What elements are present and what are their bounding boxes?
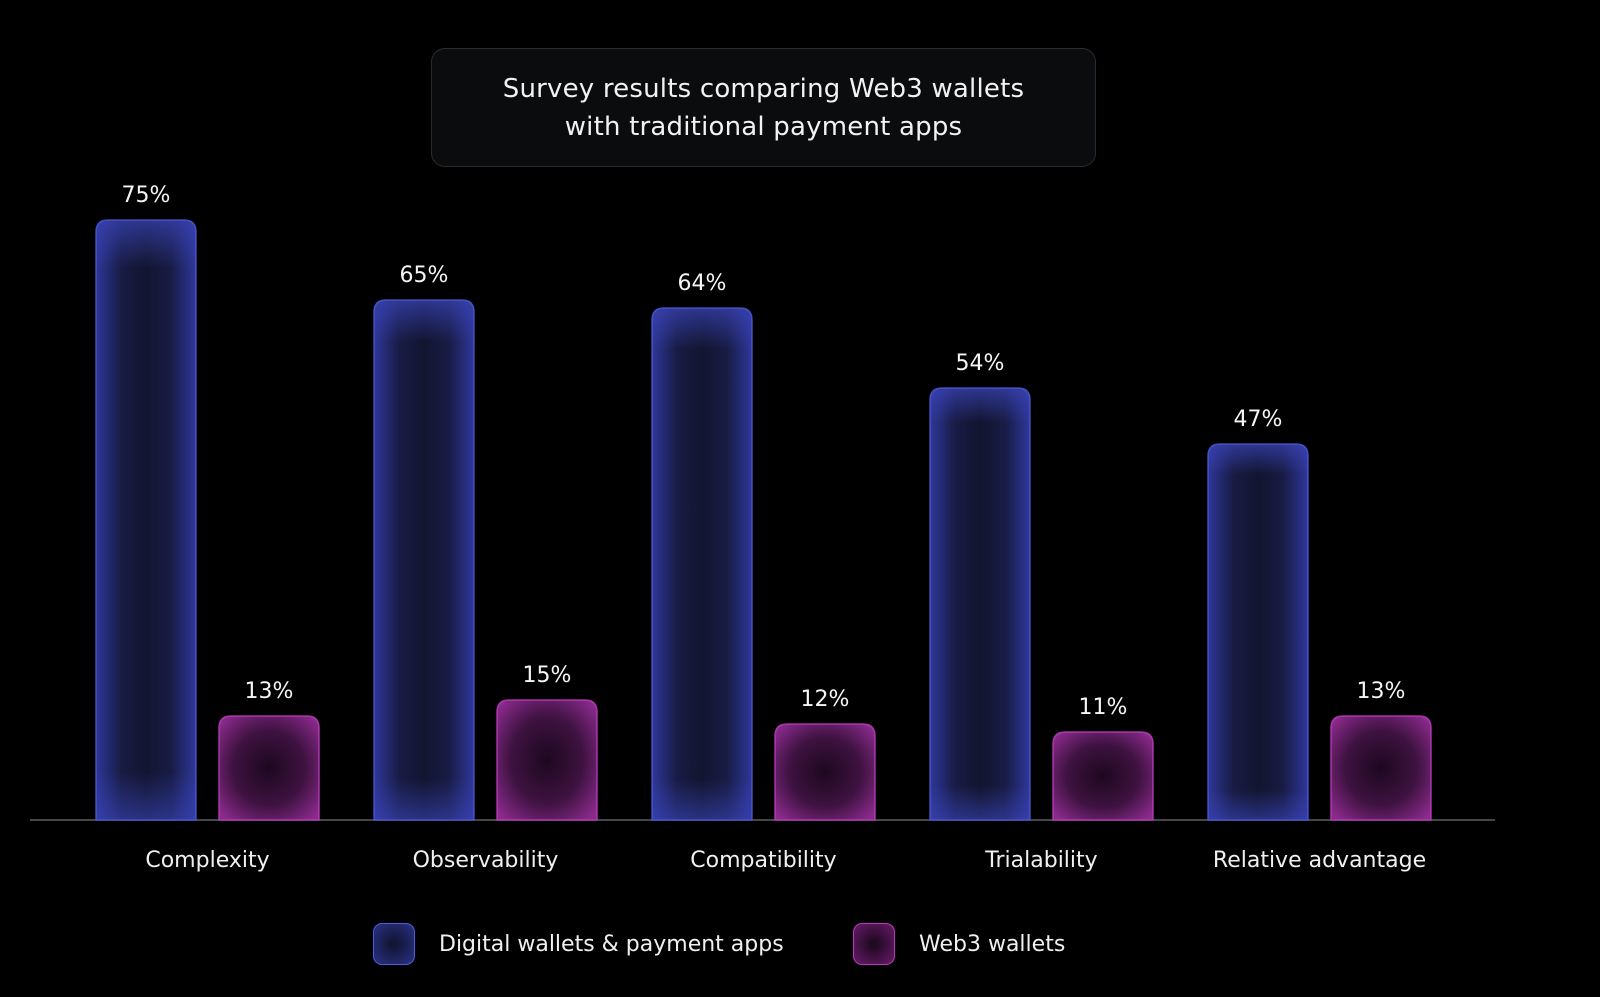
bar-web3-wallets-complexity — [218, 715, 320, 821]
chart-title-line-1: Survey results comparing Web3 wallets — [502, 73, 1025, 104]
value-label-digital-wallets-trialability: 54% — [956, 351, 1005, 376]
bar-web3-wallets-observability — [496, 699, 598, 821]
category-label-complexity: Complexity — [145, 848, 269, 873]
category-label-observability: Observability — [413, 848, 559, 873]
value-label-digital-wallets-compatibility: 64% — [678, 271, 727, 296]
bar-web3-wallets-compatibility — [774, 723, 876, 821]
category-label-relative-advantage: Relative advantage — [1213, 848, 1426, 873]
value-label-web3-wallets-compatibility: 12% — [801, 687, 850, 712]
value-label-web3-wallets-observability: 15% — [523, 663, 572, 688]
bar-digital-wallets-trialability — [929, 387, 1031, 821]
chart-title-line-2: with traditional payment apps — [564, 111, 963, 142]
value-label-digital-wallets-complexity: 75% — [122, 183, 171, 208]
category-label-compatibility: Compatibility — [690, 848, 836, 873]
bar-digital-wallets-relative-advantage — [1207, 443, 1309, 821]
bar-web3-wallets-trialability — [1052, 731, 1154, 821]
value-label-digital-wallets-observability: 65% — [400, 263, 449, 288]
bar-digital-wallets-compatibility — [651, 307, 753, 821]
value-label-web3-wallets-relative-advantage: 13% — [1357, 679, 1406, 704]
value-label-web3-wallets-trialability: 11% — [1079, 695, 1128, 720]
legend-item-digital-wallets: Digital wallets & payment apps — [373, 922, 784, 966]
legend-label-digital-wallets: Digital wallets & payment apps — [439, 931, 784, 957]
value-label-web3-wallets-complexity: 13% — [245, 679, 294, 704]
legend-swatch-web3-wallets — [853, 923, 895, 965]
bar-digital-wallets-observability — [373, 299, 475, 821]
category-label-trialability: Trialability — [984, 848, 1097, 873]
value-label-digital-wallets-relative-advantage: 47% — [1234, 407, 1283, 432]
bar-web3-wallets-relative-advantage — [1330, 715, 1432, 821]
chart-title-box: Survey results comparing Web3 wallets wi… — [431, 48, 1096, 167]
legend-swatch-digital-wallets — [373, 923, 415, 965]
legend-label-web3-wallets: Web3 wallets — [919, 931, 1066, 957]
legend-item-web3-wallets: Web3 wallets — [853, 922, 1065, 966]
bar-digital-wallets-complexity — [95, 219, 197, 821]
